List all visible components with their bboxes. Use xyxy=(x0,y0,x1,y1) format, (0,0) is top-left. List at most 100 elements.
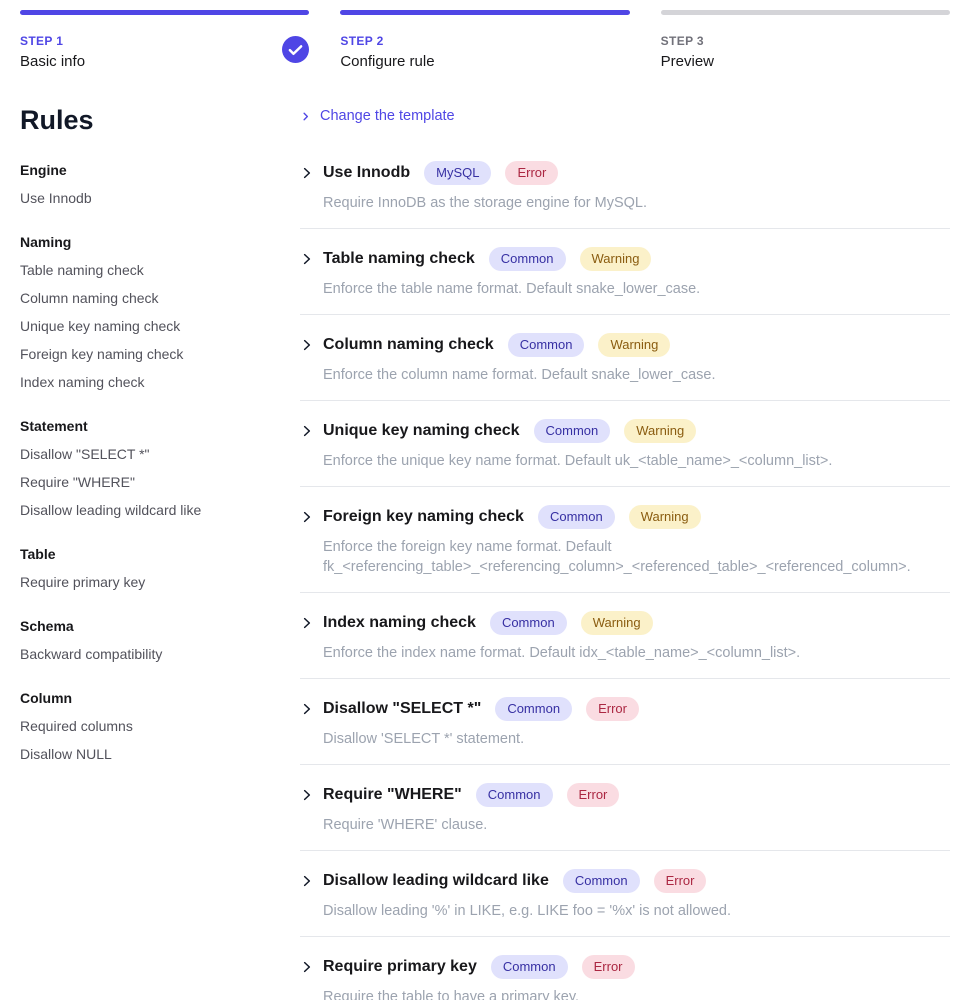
rule-expand-header[interactable]: Column naming check Common Warning xyxy=(300,332,950,357)
rule-badge: Common xyxy=(495,696,573,721)
step-title: Basic info xyxy=(20,53,86,70)
rule-title: Foreign key naming check xyxy=(323,507,524,525)
rule-expand-header[interactable]: Unique key naming check Common Warning xyxy=(300,418,950,443)
sidebar-rule-link[interactable]: Index naming check xyxy=(20,374,145,390)
sidebar-rule-link[interactable]: Backward compatibility xyxy=(20,646,163,662)
category-items: Disallow "SELECT *" Require "WHERE" Disa… xyxy=(20,440,300,524)
rule-row: Disallow leading wildcard like Common Er… xyxy=(300,851,950,937)
rule-row: Unique key naming check Common Warning E… xyxy=(300,401,950,487)
rules-sidebar: Rules Engine Use Innodb Naming Table nam… xyxy=(20,106,300,1000)
rule-title: Unique key naming check xyxy=(323,421,520,439)
rule-category: Engine Use Innodb xyxy=(20,160,300,212)
rule-description: Require the table to have a primary key. xyxy=(323,988,580,1000)
sidebar-rule-link[interactable]: Unique key naming check xyxy=(20,318,181,334)
chevron-right-icon xyxy=(300,111,311,122)
chevron-right-icon xyxy=(300,788,314,802)
rule-badge: Error xyxy=(653,868,707,893)
category-name: Column xyxy=(20,690,73,706)
rule-badge: Warning xyxy=(598,332,671,357)
step-progress-bar xyxy=(340,10,630,15)
rule-expand-header[interactable]: Require "WHERE" Common Error xyxy=(300,782,950,807)
rule-badge: Error xyxy=(586,696,639,721)
rules-main: Change the template Use Innodb MySQL Err… xyxy=(300,106,950,1000)
rule-badge: Common xyxy=(490,954,568,979)
rule-expand-header[interactable]: Foreign key naming check Common Warning xyxy=(300,504,950,529)
sidebar-rule-link[interactable]: Disallow "SELECT *" xyxy=(20,446,150,462)
rule-row: Require primary key Common Error Require… xyxy=(300,937,950,1000)
sidebar-rule-link[interactable]: Require "WHERE" xyxy=(20,474,135,490)
rule-expand-header[interactable]: Require primary key Common Error xyxy=(300,954,950,979)
rule-badge: Error xyxy=(566,782,620,807)
stepper-step[interactable]: STEP 2 Configure rule xyxy=(340,10,630,71)
wizard-stepper: STEP 1 Basic info STEP 2 Configure rule … xyxy=(0,0,966,71)
rule-description: Enforce the index name format. Default i… xyxy=(323,644,801,661)
rule-row: Foreign key naming check Common Warning … xyxy=(300,487,950,593)
rule-title: Use Innodb xyxy=(323,163,411,181)
rule-title: Table naming check xyxy=(323,249,475,267)
content: Rules Engine Use Innodb Naming Table nam… xyxy=(0,106,966,1000)
rule-badge: Error xyxy=(581,954,635,979)
rule-expand-header[interactable]: Use Innodb MySQL Error xyxy=(300,160,950,185)
change-template-label: Change the template xyxy=(320,108,455,124)
rule-badge: MySQL xyxy=(424,160,492,185)
sidebar-rule-link[interactable]: Foreign key naming check xyxy=(20,346,184,362)
step-progress-bar xyxy=(20,10,310,15)
step-completed-check-icon xyxy=(282,36,310,63)
sidebar-rule-link[interactable]: Column naming check xyxy=(20,290,159,306)
step-label: STEP 3 xyxy=(660,34,704,48)
rule-expand-header[interactable]: Disallow "SELECT *" Common Error xyxy=(300,696,950,721)
rule-expand-header[interactable]: Index naming check Common Warning xyxy=(300,610,950,635)
rule-description: Disallow 'SELECT *' statement. xyxy=(323,730,525,747)
change-template-link[interactable]: Change the template xyxy=(300,106,455,126)
chevron-right-icon xyxy=(300,960,314,974)
rule-category: Naming Table naming check Column naming … xyxy=(20,232,300,396)
step-title: Configure rule xyxy=(340,53,435,70)
sidebar-rule-link[interactable]: Required columns xyxy=(20,718,133,734)
chevron-right-icon xyxy=(300,702,314,716)
category-name: Naming xyxy=(20,234,72,250)
rule-badge: Warning xyxy=(579,246,652,271)
chevron-right-icon xyxy=(300,616,314,630)
category-name: Statement xyxy=(20,418,88,434)
step-progress-bar xyxy=(660,10,950,15)
category-name: Schema xyxy=(20,618,74,634)
chevron-right-icon xyxy=(300,874,314,888)
stepper-step[interactable]: STEP 1 Basic info xyxy=(20,10,310,71)
rule-badge: Warning xyxy=(624,418,697,443)
rule-description: Enforce the table name format. Default s… xyxy=(323,280,701,297)
sidebar-heading: Rules xyxy=(20,105,94,135)
rule-category: Table Require primary key xyxy=(20,544,300,596)
step-label: STEP 1 xyxy=(20,34,64,48)
stepper-step[interactable]: STEP 3 Preview xyxy=(660,10,950,71)
chevron-right-icon xyxy=(300,338,314,352)
sidebar-rule-link[interactable]: Disallow leading wildcard like xyxy=(20,502,202,518)
rule-category: Schema Backward compatibility xyxy=(20,616,300,668)
rule-badge: Common xyxy=(475,782,553,807)
rule-badge: Common xyxy=(507,332,585,357)
category-name: Engine xyxy=(20,162,67,178)
rule-expand-header[interactable]: Table naming check Common Warning xyxy=(300,246,950,271)
rule-description: Require 'WHERE' clause. xyxy=(323,816,488,833)
chevron-right-icon xyxy=(300,424,314,438)
rule-row: Use Innodb MySQL Error Require InnoDB as… xyxy=(300,143,950,229)
rule-badge: Common xyxy=(562,868,640,893)
sidebar-rule-link[interactable]: Disallow NULL xyxy=(20,746,112,762)
rule-description: Enforce the foreign key name format. Def… xyxy=(323,538,911,575)
rule-badge: Common xyxy=(489,610,567,635)
rule-badge: Warning xyxy=(628,504,701,529)
rule-badge: Common xyxy=(488,246,566,271)
category-items: Backward compatibility xyxy=(20,640,300,668)
sidebar-rule-link[interactable]: Table naming check xyxy=(20,262,144,278)
rule-badge: Common xyxy=(533,418,611,443)
rule-expand-header[interactable]: Disallow leading wildcard like Common Er… xyxy=(300,868,950,893)
category-items: Required columns Disallow NULL xyxy=(20,712,300,768)
sidebar-rule-link[interactable]: Require primary key xyxy=(20,574,146,590)
rule-badge: Common xyxy=(537,504,615,529)
rule-category-nav: Engine Use Innodb Naming Table naming ch… xyxy=(20,160,300,768)
rule-row: Column naming check Common Warning Enfor… xyxy=(300,315,950,401)
rule-row: Index naming check Common Warning Enforc… xyxy=(300,593,950,679)
rule-row: Table naming check Common Warning Enforc… xyxy=(300,229,950,315)
sidebar-rule-link[interactable]: Use Innodb xyxy=(20,190,92,206)
category-name: Table xyxy=(20,546,56,562)
rule-row: Disallow "SELECT *" Common Error Disallo… xyxy=(300,679,950,765)
